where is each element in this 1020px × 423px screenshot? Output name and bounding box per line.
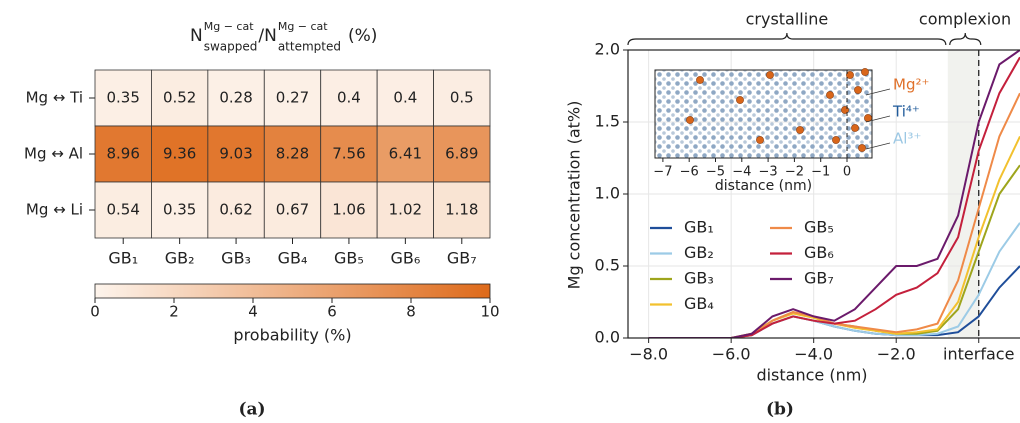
colorbar-tick-label: 0	[90, 303, 100, 321]
cell-label: 0.54	[107, 201, 140, 219]
atom	[854, 86, 861, 93]
cell-label: 1.06	[332, 201, 365, 219]
page: {"chart_data": [ {"type": "heatmap", "ti…	[0, 0, 1020, 423]
cell-label: 6.89	[445, 145, 478, 163]
legend-label: GB₂	[684, 243, 714, 262]
atom	[756, 136, 763, 143]
atom	[766, 71, 773, 78]
region-brace	[628, 33, 946, 45]
layer: NMg − catswapped/NMg − catattempted(%)Mg…	[24, 10, 1020, 420]
y-axis-label: Mg concentration (at%)	[565, 101, 584, 290]
x-tick-label: −2.0	[877, 345, 916, 364]
atom	[796, 126, 803, 133]
title-sup: Mg − cat	[278, 20, 328, 33]
cell-label: 0.4	[393, 89, 417, 107]
colorbar-tick-label: 4	[248, 303, 258, 321]
y-tick-label: 1.0	[595, 184, 620, 203]
cell-label: 0.52	[163, 89, 196, 107]
legend-label: GB₁	[684, 218, 714, 237]
title-part: N	[190, 26, 203, 46]
cell-label: 1.02	[389, 201, 422, 219]
legend-label: GB₆	[804, 243, 834, 262]
legend-label: GB₄	[684, 294, 714, 313]
x-tick-label: −6.0	[712, 345, 751, 364]
atom	[696, 76, 703, 83]
cell-label: 0.62	[219, 201, 252, 219]
x-tick-label: −8.0	[629, 345, 668, 364]
cell-label: 1.18	[445, 201, 478, 219]
cell-label: 0.35	[163, 201, 196, 219]
inset-tick-label: −6	[680, 165, 699, 180]
inset-bg	[655, 70, 872, 158]
ion-label: Ti⁴⁺	[892, 103, 920, 121]
figure: NMg − catswapped/NMg − catattempted(%)Mg…	[0, 0, 1020, 423]
cell-label: 0.28	[219, 89, 252, 107]
x-tick-label: interface	[943, 345, 1014, 364]
y-tick-label: 1.5	[595, 112, 620, 131]
y-tick-label: 0.5	[595, 256, 620, 275]
row-label: Mg ↔ Li	[26, 201, 83, 219]
cell-label: 0.27	[276, 89, 309, 107]
x-tick-label: −4.0	[794, 345, 833, 364]
atom	[832, 136, 839, 143]
region-label: complexion	[919, 10, 1011, 29]
inset-tick-label: −7	[653, 165, 672, 180]
col-label: GB₇	[447, 249, 477, 268]
cell-label: 0.5	[450, 89, 474, 107]
colorbar-label: probability (%)	[233, 326, 351, 345]
col-label: GB₂	[165, 249, 195, 268]
x-axis-label: distance (nm)	[756, 366, 867, 385]
col-label: GB₁	[108, 249, 138, 268]
cell-label: 0.4	[337, 89, 361, 107]
atom	[736, 96, 743, 103]
legend-label: GB₃	[684, 269, 714, 288]
atom	[826, 91, 833, 98]
atom	[861, 68, 868, 75]
title-sup: Mg − cat	[204, 20, 254, 33]
cell-label: 6.41	[389, 145, 422, 163]
title-part: /N	[258, 26, 276, 46]
title-part: (%)	[348, 26, 377, 46]
title-sub: swapped	[204, 40, 258, 54]
atom	[858, 144, 865, 151]
colorbar	[95, 284, 490, 298]
ion-label: Al³⁺	[893, 130, 921, 148]
region-label: crystalline	[746, 10, 829, 29]
ion-label: Mg²⁺	[893, 76, 929, 94]
inset-tick-label: −1	[811, 165, 830, 180]
cell-label: 9.03	[219, 145, 252, 163]
cell-label: 9.36	[163, 145, 196, 163]
colorbar-tick-label: 6	[327, 303, 337, 321]
row-label: Mg ↔ Al	[24, 145, 83, 163]
col-label: GB₆	[390, 249, 420, 268]
col-label: GB₄	[278, 249, 308, 268]
cell-label: 0.35	[107, 89, 140, 107]
atom	[851, 124, 858, 131]
cell-label: 0.67	[276, 201, 309, 219]
colorbar-tick-label: 2	[169, 303, 179, 321]
title-sub: attempted	[278, 40, 341, 54]
legend-label: GB₅	[804, 218, 834, 237]
cell-label: 7.56	[332, 145, 365, 163]
legend-label: GB₇	[804, 269, 834, 288]
y-tick-label: 0.0	[595, 328, 620, 347]
panel-label: (b)	[766, 400, 794, 420]
cell-label: 8.28	[276, 145, 309, 163]
region-brace	[950, 33, 981, 45]
col-label: GB₅	[334, 249, 364, 268]
colorbar-tick-label: 8	[406, 303, 416, 321]
y-tick-label: 2.0	[595, 40, 620, 59]
inset-x-label: distance (nm)	[715, 178, 812, 194]
atom	[841, 106, 848, 113]
panel-label: (a)	[238, 400, 265, 420]
cell-label: 8.96	[107, 145, 140, 163]
col-label: GB₃	[221, 249, 251, 268]
colorbar-tick-label: 10	[480, 303, 499, 321]
inset-tick-label: 0	[843, 165, 851, 180]
atom	[686, 116, 693, 123]
row-label: Mg ↔ Ti	[26, 89, 83, 107]
